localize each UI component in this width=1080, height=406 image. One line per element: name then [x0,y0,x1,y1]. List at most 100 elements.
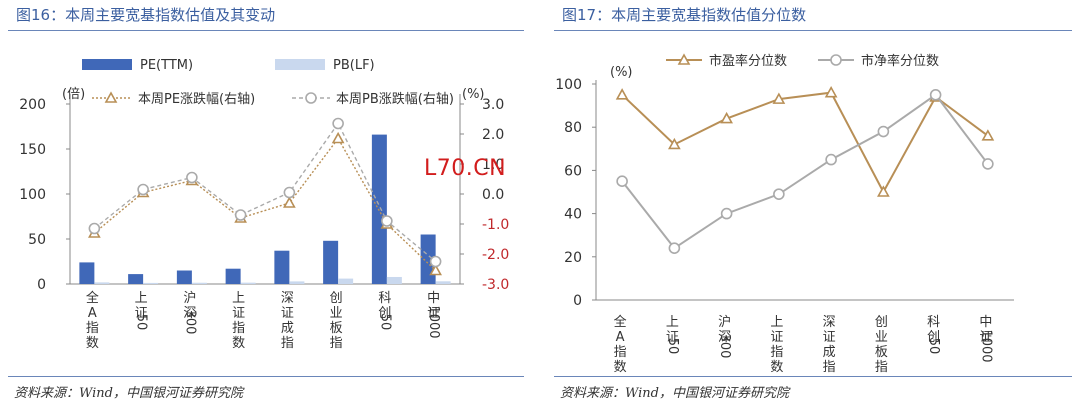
legend-pb-change-label: 本周PB涨跌幅(右轴) [336,91,454,107]
y-axis-unit-label: (%) [610,65,633,80]
y-tick-label-2: 40 [564,207,582,223]
x-category-label-7-part-0: 中 [979,315,992,330]
x-category-label-5-part-3: 指 [330,336,343,351]
pe-change-point-4 [283,196,296,208]
x-category-label-2-part-0: 沪 [183,290,196,306]
legend-pe-change-marker [104,91,118,103]
x-category-label-0-part-0: 全 [614,314,627,330]
x-category-label-6-part-0: 科 [378,291,391,306]
pe-percentile-point-7 [981,129,995,141]
left-figure-title: 图16：本周主要宽基指数估值及其变动 [16,6,276,24]
pb-percentile-point-4 [825,153,837,166]
x-category-label-3-part-3: 数 [770,360,783,375]
pb-change-point-1 [137,183,149,196]
pe-percentile-point-2 [720,111,733,124]
left-y-tick-label-0: 0 [37,277,46,293]
x-category-label-0-part-3: 数 [614,360,627,375]
x-category-label-1-part-0: 上 [666,315,679,330]
legend-pe-swatch [82,59,132,70]
left-y-tick-label-2: 100 [19,187,46,203]
x-category-label-4-part-2: 成 [823,345,836,360]
pe-change-point-7 [429,263,442,276]
right-chart: 020406080100(%)全A指数上证50沪深300上证指数深证成指创业板指… [555,53,1014,375]
x-category-label-6-part-0: 科 [927,315,940,330]
x-category-label-0-part-1: A [88,306,97,321]
pe-percentile-point-5 [877,185,890,197]
right-y-tick-label-3: 0.0 [482,187,504,203]
right-y-tick-label-2: -1.0 [482,217,509,233]
x-category-label-6-part-2: 50 [926,338,941,355]
pe-bar-1 [128,274,144,284]
pe-percentile-point-3 [772,92,786,104]
legend-pb-change-marker [305,92,317,104]
left-source-note: 资料来源：Wind，中国银河证券研究院 [14,386,243,401]
right-y-tick-label-1: -2.0 [482,247,509,263]
x-category-label-7-part-0: 中 [427,291,440,306]
right-source-note: 资料来源：Wind，中国银河证券研究院 [560,386,789,401]
pe-bar-3 [225,268,241,284]
x-category-label-3-part-0: 上 [232,291,245,306]
x-category-label-0-part-3: 数 [86,336,99,351]
x-category-label-1-part-1: 证 [666,330,679,345]
pb-change-point-7 [429,255,442,268]
x-category-label-4-part-2: 成 [281,321,294,336]
right-y-tick-label-6: 3.0 [482,97,504,113]
y-tick-label-0: 0 [573,293,582,309]
right-figure: 图17：本周主要宽基指数估值分位数 0 20 40 60 80 100 (%) 全 A 指数上证 5… [546,0,1080,406]
pb-change-point-6 [381,215,393,227]
pb-percentile-point-3 [773,188,785,200]
legend-pb-label: PB(LF) [333,58,375,73]
x-category-label-5-part-3: 指 [875,360,888,375]
left-chart: 0 50 100 150 200 -3.0 -2.0 -1.0 0.0 1.0 2.0 3.0 (倍) (… [19,58,509,351]
watermark-text: L70.CN [424,156,507,181]
pb-percentile-point-5 [877,125,890,138]
right-source-rule [554,376,1072,377]
legend-pe-change-label: 本周PE涨跌幅(右轴) [138,91,255,107]
pe-bar-0 [79,262,95,284]
pb-change-point-2 [186,171,198,184]
x-category-label-4-part-0: 深 [281,291,294,306]
pb-bar-2 [191,282,207,284]
x-category-label-2-part-1: 深 [183,306,196,321]
x-category-label-5-part-0: 创 [875,315,888,330]
pb-bar-6 [386,276,402,284]
x-category-label-7-part-1: 证 [427,306,440,321]
x-category-label-7-part-1: 证 [979,330,992,345]
x-category-label-1-part-1: 证 [135,306,148,321]
pb-change-point-0 [88,222,101,235]
x-category-label-7-part-2: 1000 [978,329,993,362]
x-category-label-0-part-0: 全 [86,290,99,306]
pb-bar-7 [435,281,451,284]
x-category-label-3-part-2: 指 [232,321,245,336]
x-category-label-1-part-2: 50 [134,314,149,331]
pb-bar-4 [289,281,305,284]
legend-pb-percentile-marker [830,54,842,66]
right-y-tick-label-0: -3.0 [482,277,509,293]
pb-percentile-point-7 [982,158,994,170]
x-category-label-3-part-0: 上 [770,315,783,330]
pe-change-line [93,137,437,272]
pb-percentile-point-2 [720,207,733,220]
pe-bar-4 [274,250,290,284]
legend-pb-swatch [275,59,325,70]
x-category-label-2-part-2: 300 [717,334,732,359]
left-y-tick-label-4: 200 [19,97,46,113]
right-y-tick-label-4: 1.0 [482,157,504,173]
legend-pb-percentile-label: 市净率分位数 [861,53,939,69]
right-figure-title: 图17：本周主要宽基指数估值分位数 [562,6,807,24]
pe-percentile-point-0 [615,88,629,100]
pb-bar-0 [94,282,110,284]
pb-change-point-5 [332,117,344,130]
right-title-rule [554,30,1072,31]
x-category-label-2-part-1: 深 [718,330,731,345]
pb-percentile-point-1 [668,242,681,254]
